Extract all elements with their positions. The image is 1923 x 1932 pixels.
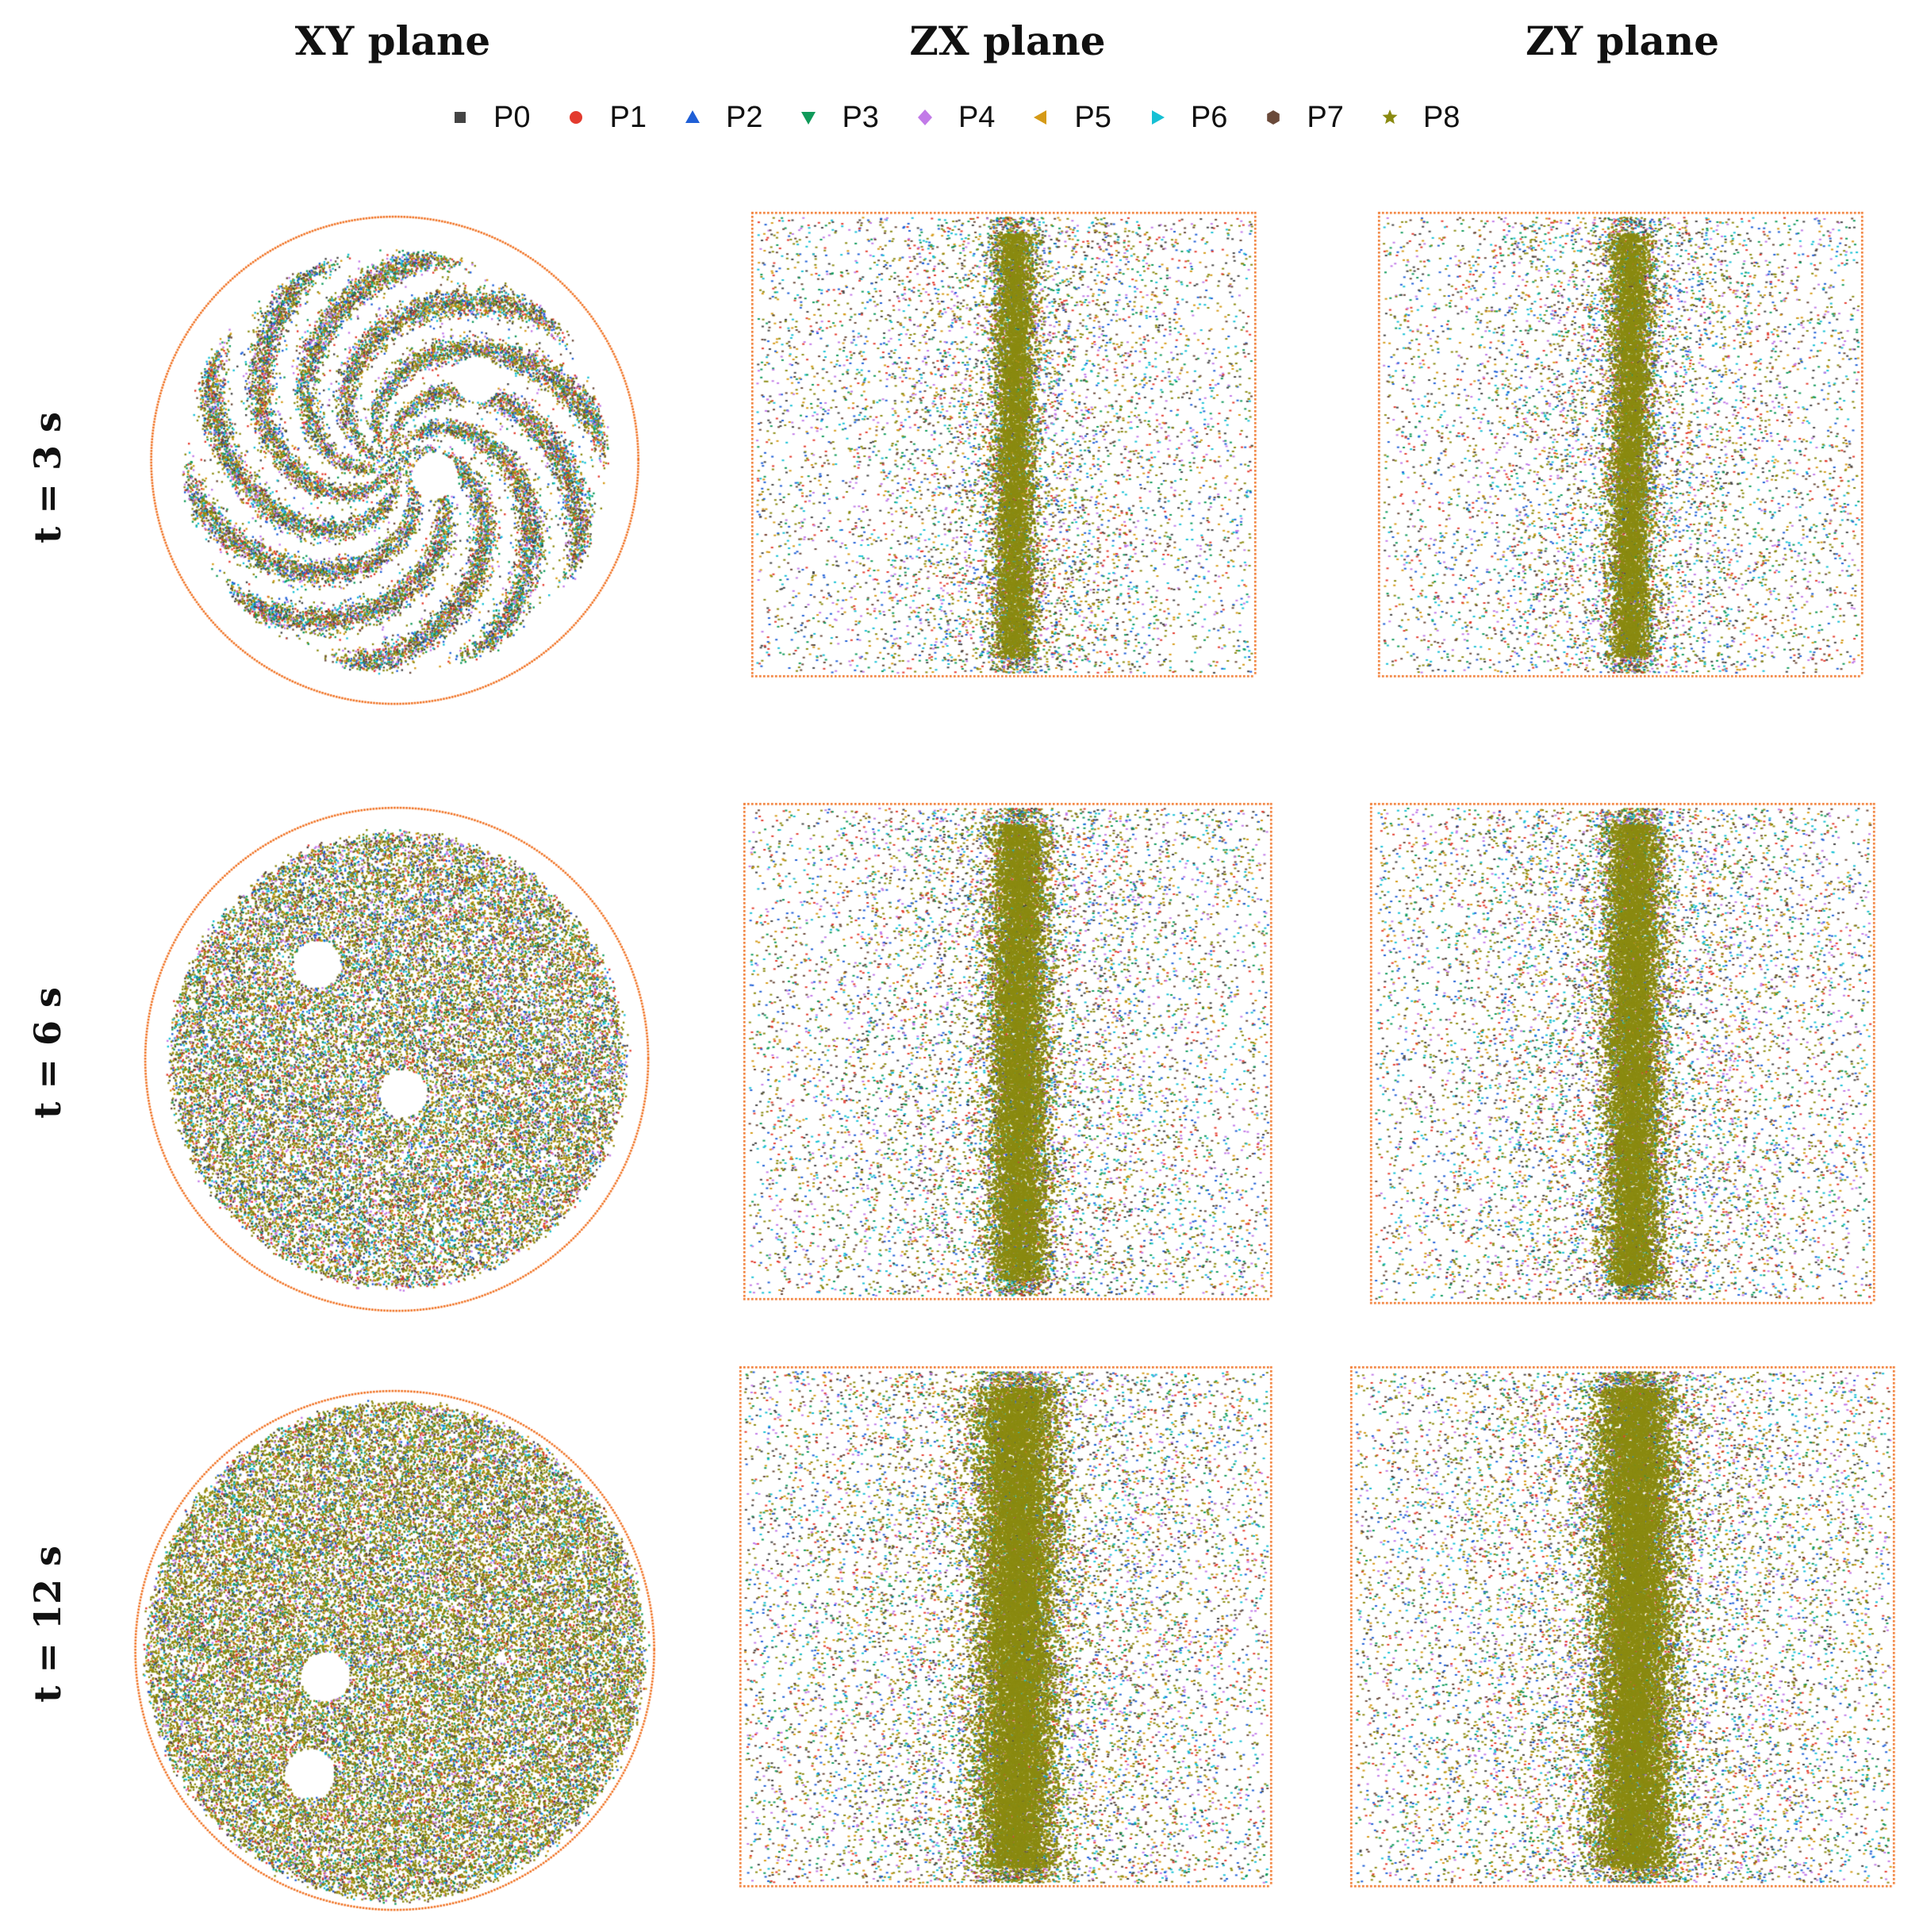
panel-zx-t3 [750,210,1257,678]
legend-item-p8: P8 [1374,101,1471,135]
panel-zx-t6 [742,801,1273,1301]
particle-scatter-canvas [750,210,1257,678]
row-label-t3: t = 3 s [26,412,69,543]
panel-zy-t3 [1376,210,1864,678]
diamond-marker-icon [917,109,932,125]
triangle-down-marker-icon [801,112,816,125]
legend-label: P8 [1422,100,1460,134]
legend-item-p5: P5 [1025,101,1122,135]
column-title-xy: XY plane [294,17,491,64]
particle-scatter-canvas [1368,801,1876,1305]
legend-item-p7: P7 [1257,101,1354,135]
particle-scatter-canvas [1349,1365,1896,1888]
legend-label: P1 [609,100,647,134]
legend-label: P5 [1074,100,1111,134]
panel-xy-t3 [131,210,658,710]
particle-scatter-canvas [139,801,654,1317]
square-marker-icon [455,112,466,123]
legend-label: P3 [842,100,879,134]
column-title-zx: ZX plane [909,17,1106,64]
legend: P0 P1 P2 P3 P4 P5 P6 P7 P8 [444,94,1490,141]
particle-scatter-canvas [1376,210,1864,678]
legend-item-p0: P0 [444,101,541,135]
particle-scatter-canvas [742,801,1273,1301]
legend-label: P7 [1307,100,1344,134]
legend-label: P0 [493,100,531,134]
legend-item-p6: P6 [1142,101,1238,135]
panel-zy-t6 [1368,801,1876,1305]
legend-item-p3: P3 [793,101,889,135]
triangle-right-marker-icon [1151,110,1165,125]
legend-label: P2 [725,100,763,134]
panel-xy-t12 [123,1385,666,1916]
triangle-left-marker-icon [1034,110,1047,125]
hexagon-marker-icon [1267,110,1280,125]
legend-item-p2: P2 [677,101,773,135]
row-label-t12: t = 12 s [26,1546,69,1703]
particle-scatter-canvas [738,1365,1273,1888]
circle-marker-icon [570,111,583,124]
legend-label: P6 [1190,100,1228,134]
legend-label: P4 [958,100,996,134]
particle-scatter-canvas [123,1385,666,1916]
particle-scatter-canvas [131,210,658,710]
panel-xy-t6 [139,801,654,1317]
legend-item-p1: P1 [560,101,657,135]
star-marker-icon [1382,109,1398,125]
column-title-zy: ZY plane [1525,17,1720,64]
row-label-t6: t = 6 s [26,987,69,1119]
panel-zx-t12 [738,1365,1273,1888]
triangle-up-marker-icon [685,110,700,123]
legend-item-p4: P4 [909,101,1006,135]
panel-zy-t12 [1349,1365,1896,1888]
